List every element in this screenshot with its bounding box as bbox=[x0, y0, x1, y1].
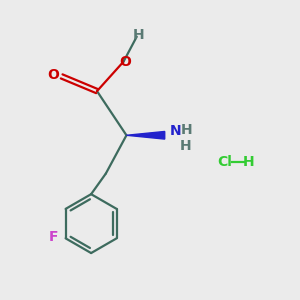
Text: H: H bbox=[179, 140, 191, 154]
Text: O: O bbox=[119, 55, 131, 69]
Text: H: H bbox=[181, 123, 193, 137]
Text: N: N bbox=[170, 124, 182, 138]
Text: O: O bbox=[47, 68, 59, 82]
Text: Cl: Cl bbox=[218, 155, 232, 169]
Text: F: F bbox=[49, 230, 58, 244]
Polygon shape bbox=[126, 131, 165, 139]
Text: H: H bbox=[243, 155, 254, 169]
Text: H: H bbox=[132, 28, 144, 42]
